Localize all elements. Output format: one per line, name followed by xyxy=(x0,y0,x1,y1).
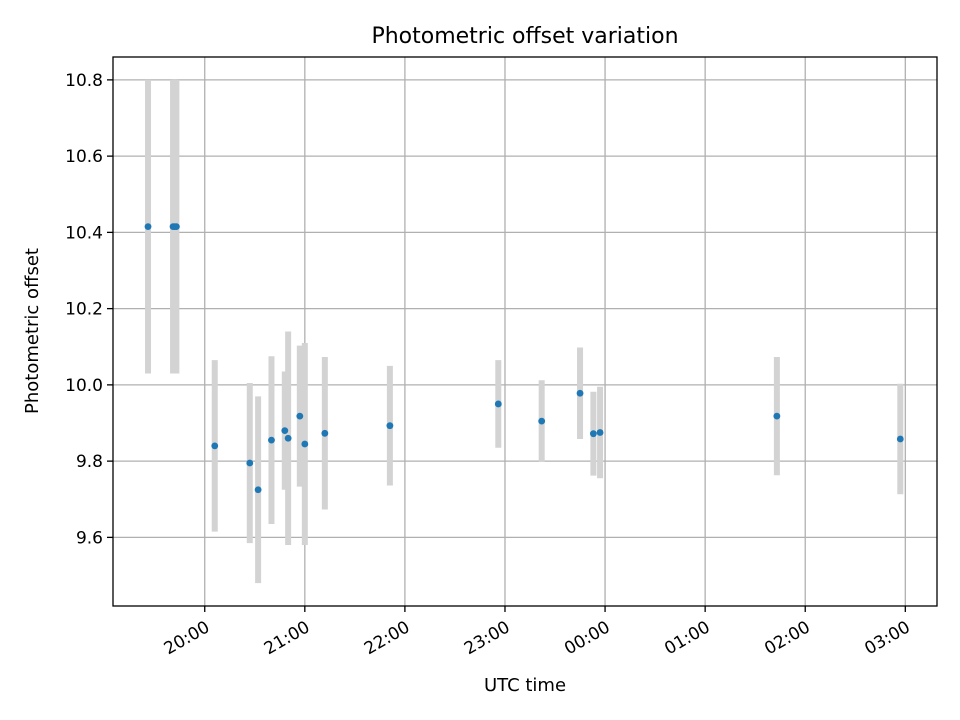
grid xyxy=(113,57,937,606)
data-point xyxy=(144,223,152,231)
data-point xyxy=(211,442,219,450)
data-point xyxy=(576,389,584,397)
data-point xyxy=(773,412,781,420)
data-point xyxy=(254,486,262,494)
y-tick-label: 10.8 xyxy=(65,71,103,91)
y-axis-label: Photometric offset xyxy=(22,248,43,414)
x-tick-label: 20:00 xyxy=(161,617,213,659)
y-tick-label: 10.6 xyxy=(65,147,103,167)
y-tick-label: 10.0 xyxy=(65,376,103,396)
data-point xyxy=(386,422,394,430)
data-point xyxy=(321,429,329,437)
x-tick-label: 02:00 xyxy=(761,617,813,659)
axis-ticks: 20:00 21:00 22:00 23:00 00:00 01:00 02:00 03:00… xyxy=(65,71,914,659)
chart-title: Photometric offset variation xyxy=(371,24,678,49)
x-tick-label: 00:00 xyxy=(561,617,613,659)
data-point xyxy=(596,429,604,436)
x-tick-label: 03:00 xyxy=(861,617,913,659)
y-tick-label: 9.6 xyxy=(76,528,103,548)
y-tick-label: 10.4 xyxy=(65,223,103,243)
data-point xyxy=(589,430,597,438)
plot-frame xyxy=(112,56,938,607)
error-bars xyxy=(145,79,904,584)
x-tick-label: 21:00 xyxy=(261,617,313,659)
data-point xyxy=(896,435,904,443)
y-tick-label: 9.8 xyxy=(76,452,103,472)
data-points xyxy=(144,223,904,494)
data-point xyxy=(296,412,304,420)
x-tick-label: 23:00 xyxy=(461,617,513,659)
data-point xyxy=(268,436,275,444)
data-point xyxy=(538,417,546,425)
y-tick-label: 10.2 xyxy=(65,300,103,320)
x-tick-label: 01:00 xyxy=(661,617,713,659)
data-point xyxy=(494,400,502,408)
x-tick-label: 22:00 xyxy=(361,617,413,659)
data-point xyxy=(284,434,292,442)
data-point xyxy=(172,223,180,231)
data-point xyxy=(281,427,289,435)
data-point xyxy=(246,459,254,467)
data-point xyxy=(301,440,309,448)
x-axis-label: UTC time xyxy=(484,675,566,696)
